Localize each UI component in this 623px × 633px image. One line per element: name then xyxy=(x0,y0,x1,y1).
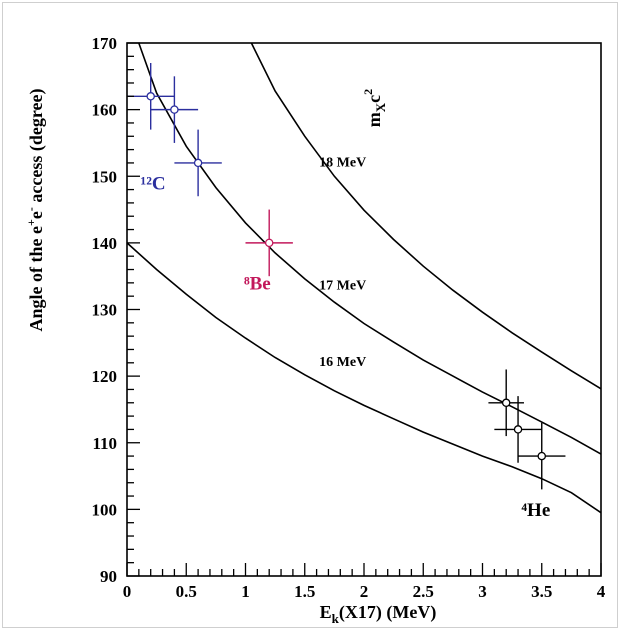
y-tick-label: 160 xyxy=(92,101,118,120)
x-tick-label: 3.5 xyxy=(531,582,552,601)
x-tick-label: 3 xyxy=(478,582,487,601)
y-tick-label: 130 xyxy=(92,301,118,320)
data-point xyxy=(193,158,203,168)
curve-label: 18 MeV xyxy=(319,155,366,170)
data-point xyxy=(146,92,155,101)
data-point xyxy=(537,451,547,461)
nucleus-label: ⁴He xyxy=(521,500,550,521)
x-tick-label: 2 xyxy=(360,582,369,601)
y-tick-label: 90 xyxy=(100,567,117,586)
x-axis-label: Ek(X17) (MeV) xyxy=(320,602,437,626)
x-tick-label: 0 xyxy=(123,582,132,601)
data-point xyxy=(501,398,511,408)
curves-layer xyxy=(126,42,602,514)
x-tick-label: 0.5 xyxy=(176,582,197,601)
curve-label: 17 MeV xyxy=(319,279,366,294)
y-tick-label: 150 xyxy=(92,167,118,186)
x-tick-label: 1 xyxy=(241,582,250,601)
curve-family-title: mXc2 xyxy=(361,89,388,127)
curve-label: 16 MeV xyxy=(319,355,366,370)
x-tick-label: 4 xyxy=(597,582,606,601)
labels-layer: 0 0.5 1 1.5 2 2.5 3 3.5 4 90 100 110 120 130 140 150 160… xyxy=(92,34,606,601)
y-tick-label: 100 xyxy=(92,500,118,519)
data-point xyxy=(170,105,179,114)
y-tick-label: 120 xyxy=(92,367,118,386)
nucleus-label: ¹²C xyxy=(141,174,166,195)
x-tick-label: 1.5 xyxy=(294,582,315,601)
ticks-layer xyxy=(126,42,602,577)
curve-17-mev xyxy=(138,42,602,455)
y-axis-label: Angle of the e+e- access (degree) xyxy=(24,89,47,332)
nucleus-label: ⁸Be xyxy=(244,274,271,295)
data-point xyxy=(264,238,274,248)
curve-16-mev xyxy=(126,242,602,514)
data-points-layer xyxy=(127,62,566,490)
x-tick-label: 2.5 xyxy=(413,582,434,601)
y-tick-label: 140 xyxy=(92,234,118,253)
y-tick-label: 170 xyxy=(92,34,118,53)
data-point xyxy=(513,425,523,434)
y-tick-label: 110 xyxy=(92,434,117,453)
figure-frame xyxy=(2,2,618,628)
curve-18-mev xyxy=(250,42,602,390)
